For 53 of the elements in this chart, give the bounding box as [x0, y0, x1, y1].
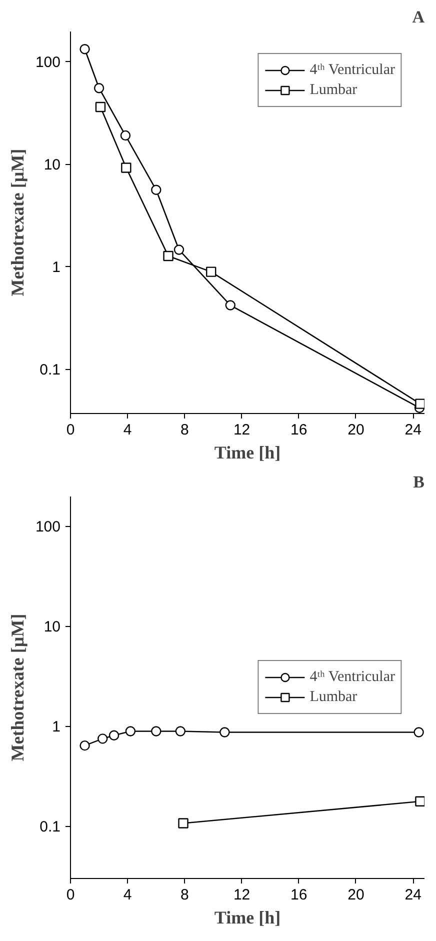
legend-label: 4ᵗʰ Ventricular	[310, 62, 395, 78]
y-tick-label: 1	[52, 259, 60, 276]
point	[163, 250, 174, 262]
y-tick-label: 0.1	[40, 362, 61, 379]
point	[108, 730, 120, 740]
point	[415, 796, 424, 807]
y-axis-title: Methotrexate [µM]	[7, 148, 28, 296]
x-tick-label: 8	[180, 886, 189, 904]
x-axis-title: Time [h]	[214, 908, 281, 928]
point	[414, 727, 424, 738]
x-tick-label: 24	[404, 422, 422, 438]
point	[121, 162, 132, 173]
x-tick-label: 8	[180, 422, 189, 438]
x-tick-label: 16	[290, 886, 308, 904]
x-tick-label: 4	[123, 886, 132, 904]
point	[95, 102, 106, 112]
y-tick-label: 1	[52, 718, 60, 736]
y-axis-title: Methotrexate [µM]	[7, 614, 28, 762]
point	[178, 818, 188, 828]
point	[220, 727, 230, 738]
chart-title: B	[413, 472, 425, 492]
point	[175, 726, 186, 736]
x-tick-label: 0	[66, 422, 75, 438]
y-tick-label: 0.1	[40, 818, 61, 836]
x-tick-label: 0	[66, 886, 75, 904]
point	[225, 300, 236, 310]
x-tick-label: 16	[290, 422, 308, 438]
point	[151, 726, 162, 736]
x-tick-label: 20	[348, 422, 364, 438]
chart-title: A	[412, 8, 426, 26]
x-axis-title: Time [h]	[214, 442, 281, 462]
y-tick-label: 10	[44, 156, 61, 174]
x-tick-label: 24	[404, 886, 422, 904]
point	[94, 83, 104, 94]
point	[206, 266, 216, 277]
x-tick-label: 20	[348, 886, 364, 904]
point	[151, 184, 162, 195]
point	[125, 726, 136, 736]
legend-label: 4ᵗʰ Ventricular	[310, 668, 395, 686]
point	[98, 734, 108, 744]
y-tick-label: 100	[35, 518, 61, 536]
point	[174, 244, 184, 255]
point	[80, 740, 90, 751]
point	[80, 44, 90, 54]
x-tick-label: 4	[123, 422, 132, 438]
y-tick-label: 100	[35, 54, 61, 71]
x-tick-label: 12	[233, 422, 250, 438]
point	[415, 398, 424, 409]
point	[120, 130, 131, 141]
legend-label: Lumbar	[310, 688, 358, 706]
legend-label: Lumbar	[310, 82, 358, 98]
y-tick-label: 10	[44, 618, 61, 636]
x-tick-label: 12	[233, 886, 250, 904]
